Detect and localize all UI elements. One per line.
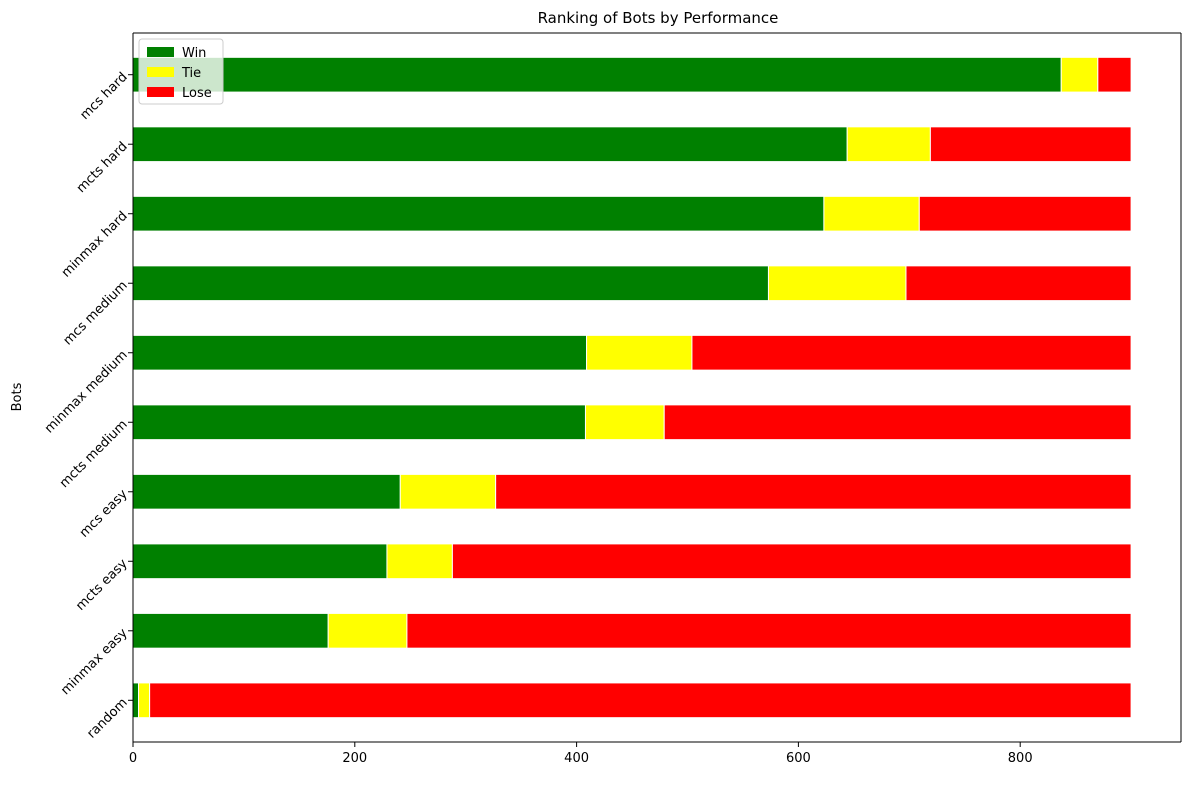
bar-lose-mcts-medium: [663, 404, 1132, 441]
legend-swatch-win: [147, 47, 174, 57]
bar-win-random: [132, 682, 140, 719]
bar-win-mcts-easy: [132, 543, 388, 580]
y-tick-label-random: random: [84, 695, 130, 741]
bar-tie-mcs-easy: [399, 473, 497, 510]
bar-lose-minmax-medium: [691, 334, 1132, 371]
bar-lose-minmax-hard: [918, 195, 1132, 232]
bar-tie-minmax-easy: [327, 612, 408, 649]
y-tick-label-mcts-medium: mcts medium: [57, 417, 131, 491]
bar-lose-random: [149, 682, 1132, 719]
legend: Win Tie Lose: [138, 38, 224, 105]
bar-lose-mcs-medium: [905, 265, 1132, 302]
bar-tie-mcs-medium: [767, 265, 907, 302]
bar-lose-mcts-easy: [451, 543, 1132, 580]
bar-win-mcs-easy: [132, 473, 401, 510]
y-tick-label-mcts-hard: mcts hard: [74, 139, 131, 196]
bar-win-minmax-medium: [132, 334, 588, 371]
chart-title: Ranking of Bots by Performance: [538, 9, 779, 27]
legend-swatch-tie: [147, 67, 174, 77]
bar-lose-mcs-easy: [495, 473, 1132, 510]
y-tick-label-minmax-hard: minmax hard: [59, 209, 131, 281]
bar-win-minmax-easy: [132, 612, 329, 649]
bar-lose-minmax-easy: [406, 612, 1132, 649]
y-tick-label-mcs-hard: mcs hard: [77, 70, 130, 123]
bar-win-mcs-medium: [132, 265, 769, 302]
bar-tie-mcts-easy: [386, 543, 453, 580]
bar-tie-minmax-hard: [823, 195, 920, 232]
x-tick-label-0: 0: [129, 751, 137, 766]
bar-tie-minmax-medium: [586, 334, 693, 371]
legend-label-lose: Lose: [182, 86, 212, 101]
bar-tie-mcs-hard: [1060, 56, 1099, 93]
bars-layer: [132, 56, 1132, 719]
bar-win-mcts-hard: [132, 126, 848, 163]
x-tick-label-200: 200: [342, 751, 367, 766]
bar-win-minmax-hard: [132, 195, 825, 232]
y-tick-label-mcs-medium: mcs medium: [61, 278, 131, 348]
bar-tie-mcts-medium: [584, 404, 665, 441]
y-tick-label-minmax-easy: minmax easy: [58, 626, 131, 699]
bar-lose-mcts-hard: [929, 126, 1132, 163]
legend-label-win: Win: [182, 46, 206, 61]
y-tick-label-mcts-easy: mcts easy: [73, 556, 131, 614]
legend-swatch-lose: [147, 87, 174, 97]
x-tick-label-600: 600: [786, 751, 811, 766]
x-tick-label-800: 800: [1008, 751, 1033, 766]
bar-tie-mcts-hard: [846, 126, 931, 163]
y-axis-label: Bots: [10, 382, 25, 411]
x-tick-label-400: 400: [564, 751, 589, 766]
y-tick-label-mcs-easy: mcs easy: [77, 487, 131, 541]
bar-lose-mcs-hard: [1097, 56, 1132, 93]
legend-label-tie: Tie: [181, 66, 201, 81]
bar-win-mcs-hard: [132, 56, 1062, 93]
bar-win-mcts-medium: [132, 404, 586, 441]
bar-tie-random: [138, 682, 151, 719]
